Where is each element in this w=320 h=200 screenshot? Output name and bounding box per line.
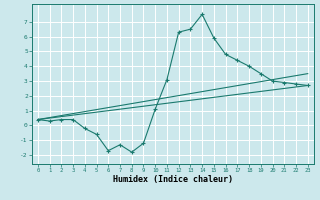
X-axis label: Humidex (Indice chaleur): Humidex (Indice chaleur) bbox=[113, 175, 233, 184]
